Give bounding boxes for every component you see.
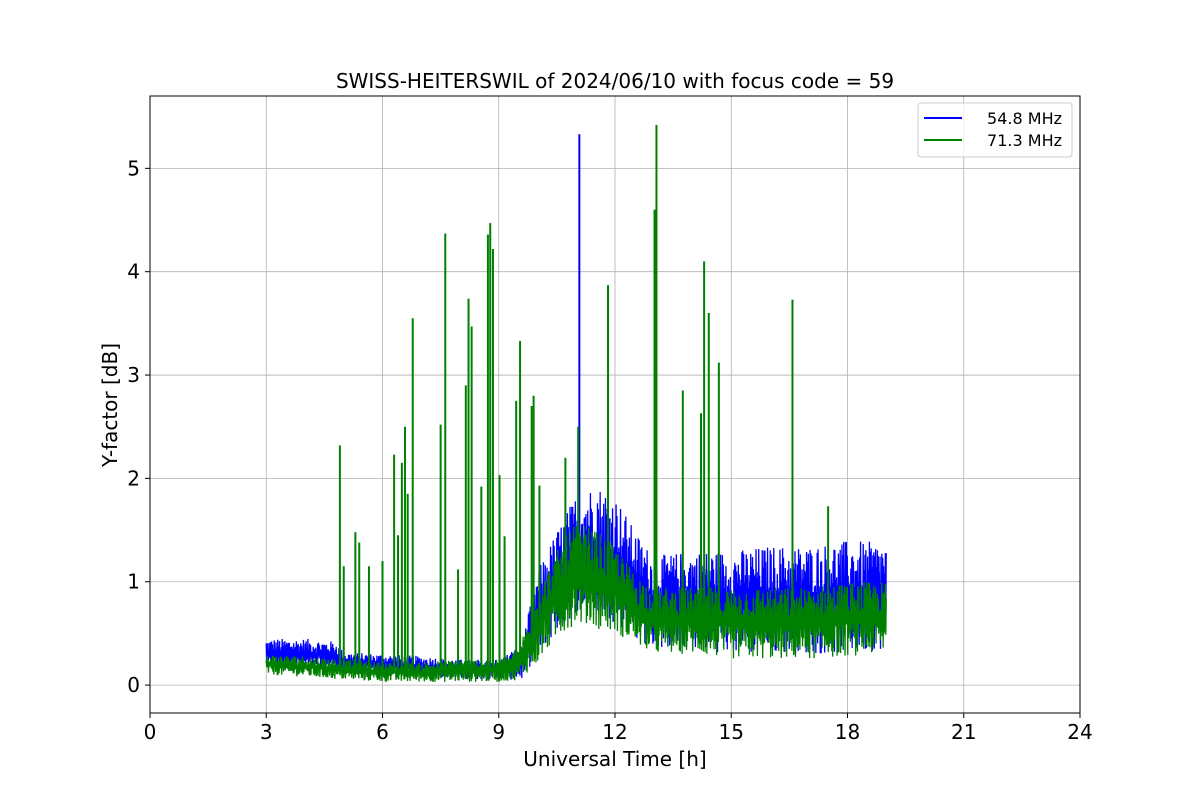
x-tick-label: 24 xyxy=(1067,720,1092,744)
x-tick-label: 21 xyxy=(951,720,976,744)
x-tick-label: 9 xyxy=(492,720,505,744)
legend-box xyxy=(917,102,1073,158)
legend-label: 71.3 MHz xyxy=(987,131,1062,150)
y-tick-label: 2 xyxy=(127,466,140,490)
x-tick-label: 15 xyxy=(719,720,744,744)
y-tick-label: 0 xyxy=(127,673,140,697)
y-tick-label: 5 xyxy=(127,156,140,180)
legend-label: 54.8 MHz xyxy=(987,109,1062,128)
x-tick-label: 18 xyxy=(835,720,860,744)
x-tick-label: 6 xyxy=(376,720,389,744)
x-tick-label: 3 xyxy=(260,720,273,744)
series-1 xyxy=(265,124,887,682)
chart-title: SWISS-HEITERSWIL of 2024/06/10 with focu… xyxy=(336,69,894,93)
y-axis-label: Y-factor [dB] xyxy=(98,343,122,468)
y-tick-label: 3 xyxy=(127,363,140,387)
series-line xyxy=(265,520,887,682)
series-layer xyxy=(265,124,887,682)
legend: 54.8 MHz 71.3 MHz xyxy=(917,102,1073,158)
y-tick-label: 4 xyxy=(127,260,140,284)
x-axis-label: Universal Time [h] xyxy=(523,747,706,771)
y-tick-label: 1 xyxy=(127,570,140,594)
x-tick-label: 0 xyxy=(144,720,157,744)
x-tick-label: 12 xyxy=(602,720,627,744)
